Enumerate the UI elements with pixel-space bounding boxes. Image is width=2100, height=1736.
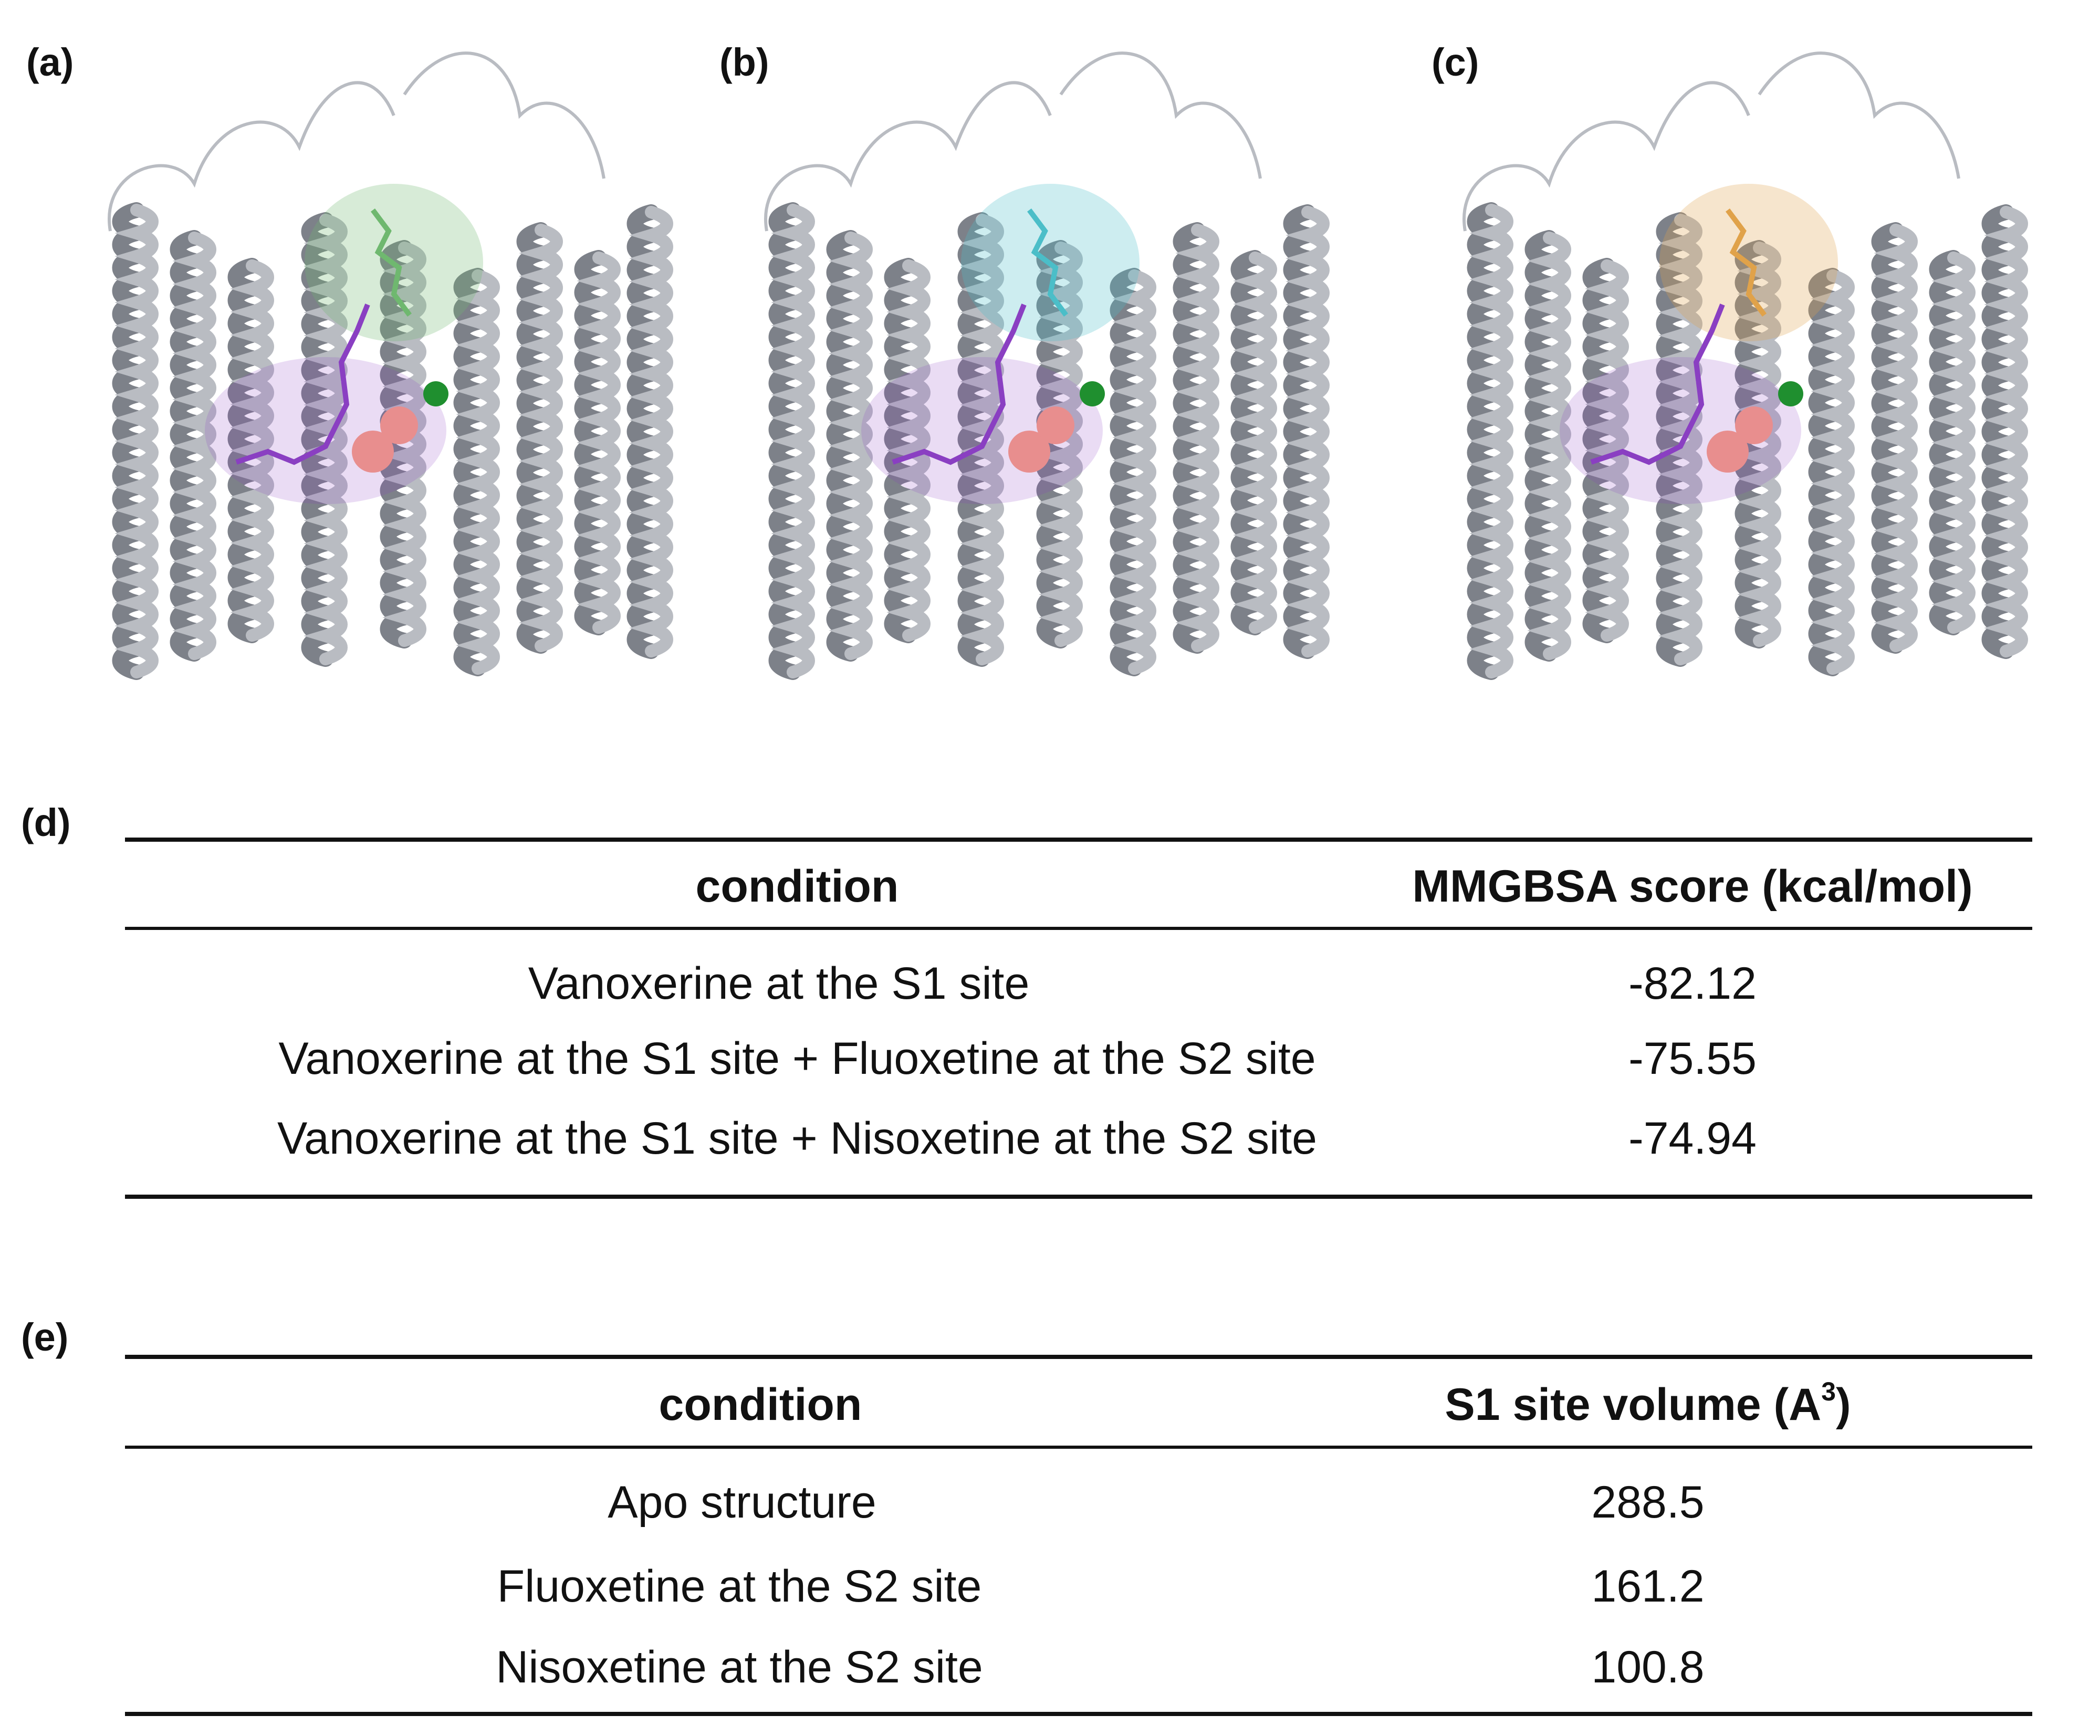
table-e-row-2-value: 161.2 bbox=[1591, 1561, 1705, 1612]
protein-structure-image-b bbox=[735, 11, 1365, 683]
table-e-header-volume: S1 site volume (A3) bbox=[1445, 1376, 1851, 1430]
helix-ribbon bbox=[516, 222, 563, 654]
helix-ribbon bbox=[1656, 212, 1702, 667]
table-d-row-3-condition: Vanoxerine at the S1 site + Nisoxetine a… bbox=[277, 1113, 1317, 1164]
s2-ligand-sticks bbox=[1726, 208, 1767, 317]
mmgbsa-score-table: condition MMGBSA score (kcal/mol) Vanoxe… bbox=[125, 838, 2032, 1205]
table-e-row-1-value: 288.5 bbox=[1591, 1477, 1705, 1528]
chloride-ion bbox=[423, 381, 448, 406]
helix-ribbon bbox=[453, 268, 500, 676]
helix-ribbon bbox=[1230, 250, 1277, 635]
helix-ribbon bbox=[1524, 230, 1571, 662]
table-top-rule bbox=[125, 838, 2032, 842]
panel-label-d: (d) bbox=[21, 801, 71, 844]
table-e-row-2-condition: Fluoxetine at the S2 site bbox=[497, 1561, 982, 1612]
loop-ribbon bbox=[1758, 51, 1960, 179]
panel-label-c: (c) bbox=[1432, 40, 1479, 84]
sodium-ion bbox=[1037, 406, 1074, 444]
chloride-ion bbox=[1778, 381, 1803, 406]
s1-site-volume-table: condition S1 site volume (A3) Apo struct… bbox=[125, 1355, 2032, 1722]
table-header-rule bbox=[125, 1446, 2032, 1449]
s2-ligand-sticks bbox=[1027, 208, 1068, 317]
panel-label-a: (a) bbox=[26, 40, 74, 84]
helix-ribbon bbox=[227, 258, 274, 643]
s1-ligand-sticks bbox=[1590, 304, 1725, 465]
helix-ribbon bbox=[170, 230, 216, 662]
helix-ribbon bbox=[112, 202, 159, 680]
helix-ribbon bbox=[957, 212, 1004, 667]
loop-ribbon bbox=[108, 81, 395, 232]
s2-ligand-sticks bbox=[371, 208, 412, 317]
table-d-row-1-condition: Vanoxerine at the S1 site bbox=[528, 958, 1030, 1009]
table-d-row-1-value: -82.12 bbox=[1628, 958, 1757, 1009]
table-e-row-3-condition: Nisoxetine at the S2 site bbox=[496, 1642, 983, 1692]
table-e-row-1-condition: Apo structure bbox=[608, 1477, 876, 1528]
sodium-ion bbox=[1707, 431, 1749, 473]
loop-ribbon bbox=[1059, 51, 1262, 179]
table-top-rule bbox=[125, 1355, 2032, 1359]
helix-ribbon bbox=[768, 202, 815, 680]
helix-ribbon bbox=[1467, 202, 1513, 680]
s1-ligand-sticks bbox=[235, 304, 370, 465]
helix-ribbon bbox=[1173, 222, 1219, 654]
helix-ribbon bbox=[884, 258, 931, 643]
table-d-row-2-condition: Vanoxerine at the S1 site + Fluoxetine a… bbox=[278, 1033, 1316, 1084]
sodium-ion bbox=[1008, 431, 1050, 473]
protein-structure-image-a bbox=[79, 11, 709, 683]
helix-ribbon bbox=[626, 204, 673, 659]
table-header-rule bbox=[125, 927, 2032, 930]
protein-structure-image-c bbox=[1434, 11, 2064, 683]
table-e-header-condition: condition bbox=[659, 1379, 862, 1430]
helix-ribbon bbox=[1808, 268, 1855, 676]
loop-ribbon bbox=[403, 51, 605, 179]
helix-ribbon bbox=[1929, 250, 1976, 635]
sodium-ion bbox=[1735, 406, 1773, 444]
table-e-row-3-value: 100.8 bbox=[1591, 1642, 1705, 1692]
panel-label-b: (b) bbox=[719, 40, 769, 84]
chloride-ion bbox=[1080, 381, 1105, 406]
helix-ribbon bbox=[301, 212, 348, 667]
helix-ribbon bbox=[1871, 222, 1918, 654]
table-d-row-3-value: -74.94 bbox=[1628, 1113, 1757, 1164]
loop-ribbon bbox=[1462, 81, 1750, 232]
loop-ribbon bbox=[764, 81, 1052, 232]
table-d-header-condition: condition bbox=[695, 861, 899, 912]
sodium-ion bbox=[380, 406, 418, 444]
table-bottom-rule bbox=[125, 1195, 2032, 1199]
panel-label-e: (e) bbox=[21, 1315, 69, 1359]
helix-ribbon bbox=[1283, 204, 1330, 659]
s1-ligand-sticks bbox=[892, 304, 1027, 465]
helix-ribbon bbox=[1582, 258, 1629, 643]
sodium-ion bbox=[352, 431, 394, 473]
helix-ribbon bbox=[1981, 204, 2028, 659]
helix-ribbon bbox=[574, 250, 621, 635]
helix-ribbon bbox=[826, 230, 873, 662]
table-d-header-score: MMGBSA score (kcal/mol) bbox=[1412, 861, 1973, 912]
table-bottom-rule bbox=[125, 1712, 2032, 1716]
helix-ribbon bbox=[1110, 268, 1156, 676]
table-d-row-2-value: -75.55 bbox=[1628, 1033, 1757, 1084]
